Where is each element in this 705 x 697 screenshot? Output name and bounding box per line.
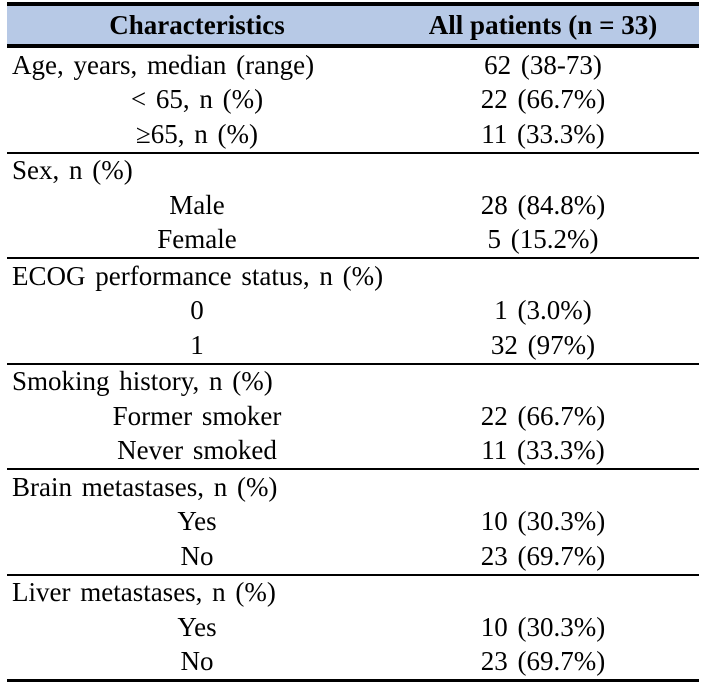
row-value: 28 (84.8%) (480, 189, 606, 220)
table-row-age: Age, years, median (range) 62 (38-73) (7, 48, 699, 83)
row-label: Smoking history, n (%) (12, 366, 273, 397)
row-label: Liver metastases, n (%) (12, 577, 276, 608)
row-label: Yes (177, 506, 217, 537)
table-row-brain-yes: Yes 10 (30.3%) (7, 505, 699, 540)
row-label: Sex, n (%) (12, 155, 133, 186)
table-header-row: Characteristics All patients (n = 33) (7, 6, 699, 48)
table-row-smoking-former: Former smoker 22 (66.7%) (7, 399, 699, 434)
row-label: ECOG performance status, n (%) (12, 260, 384, 291)
row-value: 11 (33.3%) (481, 118, 605, 149)
table-row-age-under65: < 65, n (%) 22 (66.7%) (7, 83, 699, 118)
row-label: Brain metastases, n (%) (12, 471, 278, 502)
row-label: No (180, 540, 214, 571)
row-label: Age, years, median (range) (12, 49, 315, 80)
row-label: Former smoker (112, 400, 282, 431)
row-value: 22 (66.7%) (480, 84, 606, 115)
row-label: 0 (190, 295, 204, 326)
row-label: Never smoked (117, 435, 277, 466)
table-row-ecog: ECOG performance status, n (%) (7, 257, 699, 294)
row-label: < 65, n (%) (130, 84, 264, 115)
row-label: 1 (190, 329, 204, 360)
row-value: 10 (30.3%) (480, 506, 606, 537)
table-row-liver-metastases: Liver metastases, n (%) (7, 573, 699, 611)
row-value: 23 (69.7%) (480, 540, 606, 571)
table-row-ecog-1: 1 32 (97%) (7, 328, 699, 363)
table-row-ecog-0: 0 1 (3.0%) (7, 294, 699, 329)
row-value: 5 (15.2%) (487, 224, 599, 255)
row-value: 62 (38-73) (484, 49, 602, 80)
row-label: Female (157, 224, 237, 255)
row-label: No (180, 646, 214, 677)
table-row-brain-no: No 23 (69.7%) (7, 539, 699, 574)
row-value: 10 (30.3%) (480, 611, 606, 642)
table-row-age-over65: ≥65, n (%) 11 (33.3%) (7, 117, 699, 152)
header-all-patients: All patients (n = 33) (428, 9, 658, 40)
table-row-sex-female: Female 5 (15.2%) (7, 223, 699, 258)
table-row-sex-male: Male 28 (84.8%) (7, 188, 699, 223)
row-label: Male (169, 189, 225, 220)
row-value: 32 (97%) (490, 329, 596, 360)
row-label: ≥65, n (%) (135, 118, 259, 149)
table-row-sex: Sex, n (%) (7, 151, 699, 189)
table-row-smoking: Smoking history, n (%) (7, 362, 699, 400)
row-value: 22 (66.7%) (480, 400, 606, 431)
row-value: 23 (69.7%) (480, 646, 606, 677)
table-row-liver-no: No 23 (69.7%) (7, 645, 699, 680)
row-label: Yes (177, 611, 217, 642)
row-value: 1 (3.0%) (494, 295, 592, 326)
patient-characteristics-table: Characteristics All patients (n = 33) Ag… (7, 2, 699, 682)
table-row-liver-yes: Yes 10 (30.3%) (7, 610, 699, 645)
table-row-smoking-never: Never smoked 11 (33.3%) (7, 434, 699, 469)
table-row-brain-metastases: Brain metastases, n (%) (7, 468, 699, 505)
header-characteristics: Characteristics (109, 9, 285, 40)
row-value: 11 (33.3%) (481, 435, 605, 466)
